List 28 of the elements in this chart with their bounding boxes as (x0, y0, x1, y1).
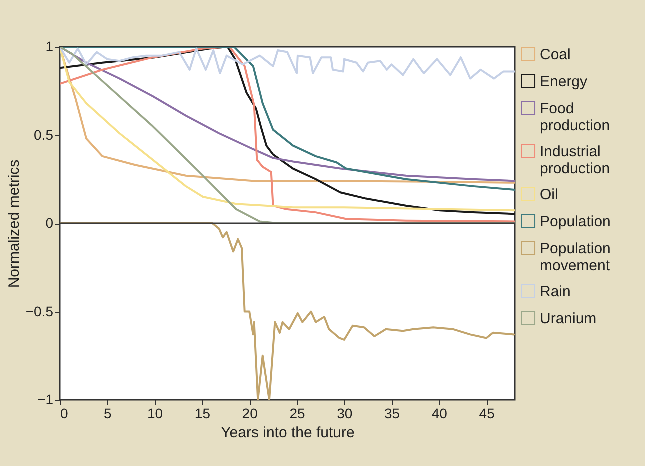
legend-label: Population movement (540, 240, 611, 274)
x-tick-label: 20 (242, 406, 258, 422)
y-tick-label: 0 (46, 215, 54, 231)
line-series (60, 222, 515, 400)
y-axis-title: Normalized metrics (6, 160, 23, 288)
y-tick-label: −0.5 (26, 303, 54, 320)
legend-label: Rain (540, 284, 571, 300)
x-tick-label: 15 (194, 406, 211, 422)
x-tick-label: 30 (337, 406, 353, 422)
legend-label: Oil (540, 186, 558, 204)
x-tick-label: 10 (148, 406, 164, 422)
x-tick-label: 35 (384, 406, 400, 422)
legend-label: Food production (540, 100, 610, 134)
y-tick-label: 0.5 (34, 126, 54, 143)
legend-label: Energy (540, 74, 588, 90)
x-tick-label: 40 (432, 406, 448, 422)
legend-label: Coal (540, 46, 571, 64)
line-series (60, 47, 515, 80)
x-tick-label: 25 (290, 406, 306, 422)
x-tick-label: 45 (479, 406, 496, 422)
legend-label: Industrial production (540, 144, 610, 178)
legend-label: Population (540, 214, 611, 230)
y-tick-label: 1 (46, 38, 54, 54)
y-tick-label: −1 (38, 392, 54, 408)
x-axis-title: Years into the future (221, 424, 355, 442)
x-tick-label: 0 (60, 406, 68, 422)
legend-label: Uranium (540, 310, 597, 328)
x-tick-label: 5 (104, 406, 112, 422)
